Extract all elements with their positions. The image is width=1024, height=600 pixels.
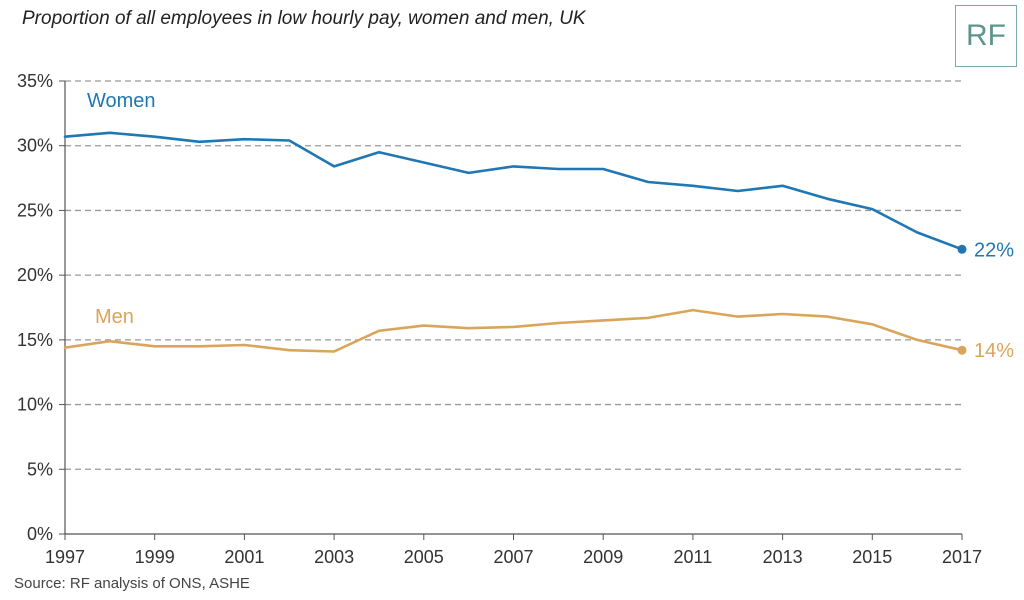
series-line-men xyxy=(63,308,964,353)
series-line-women xyxy=(63,131,964,251)
x-tick-label: 2011 xyxy=(674,547,713,567)
y-tick-label: 0% xyxy=(27,524,53,544)
x-tick-label: 2001 xyxy=(224,547,264,567)
x-tick-label: 2015 xyxy=(852,547,892,567)
x-tick-label: 1997 xyxy=(45,547,85,567)
x-tick-label: 2007 xyxy=(493,547,533,567)
x-tick-label: 1999 xyxy=(135,547,175,567)
x-axis-ticks: 1997 1999 2001 2003 2005 2007 2009 2011 2013 2015… xyxy=(45,534,982,567)
end-point-women xyxy=(957,244,967,254)
y-tick-label: 10% xyxy=(17,395,53,415)
gridlines xyxy=(65,80,962,470)
y-tick-label: 25% xyxy=(17,200,53,220)
chart-title: Proportion of all employees in low hourl… xyxy=(22,8,586,29)
y-tick-label: 35% xyxy=(17,71,53,91)
x-tick-label: 2017 xyxy=(942,547,982,567)
x-tick-label: 2009 xyxy=(583,547,623,567)
end-label-men: 14% xyxy=(974,340,1014,362)
series-lines xyxy=(63,131,967,355)
y-axis-ticks: 0% 5% 10% 15% 20% 25% 30% 35% xyxy=(17,71,65,544)
line-chart: 0% 5% 10% 15% 20% 25% 30% 35% 1997 1999 2001 2003 2… xyxy=(17,71,1014,567)
y-tick-label: 15% xyxy=(17,330,53,350)
rf-logo: RF xyxy=(955,5,1017,67)
y-tick-label: 5% xyxy=(27,459,53,479)
end-point-men xyxy=(957,345,967,355)
series-label-women: Women xyxy=(87,90,156,112)
y-tick-label: 30% xyxy=(17,136,53,156)
y-tick-label: 20% xyxy=(17,265,53,285)
source-note: Source: RF analysis of ONS, ASHE xyxy=(14,575,250,592)
axes xyxy=(64,81,962,535)
x-tick-label: 2003 xyxy=(314,547,354,567)
x-tick-label: 2005 xyxy=(404,547,444,567)
x-tick-label: 2013 xyxy=(763,547,803,567)
series-label-men: Men xyxy=(95,306,134,328)
end-label-women: 22% xyxy=(974,239,1014,261)
series-labels: 22% Women 14% Men xyxy=(87,90,1014,362)
